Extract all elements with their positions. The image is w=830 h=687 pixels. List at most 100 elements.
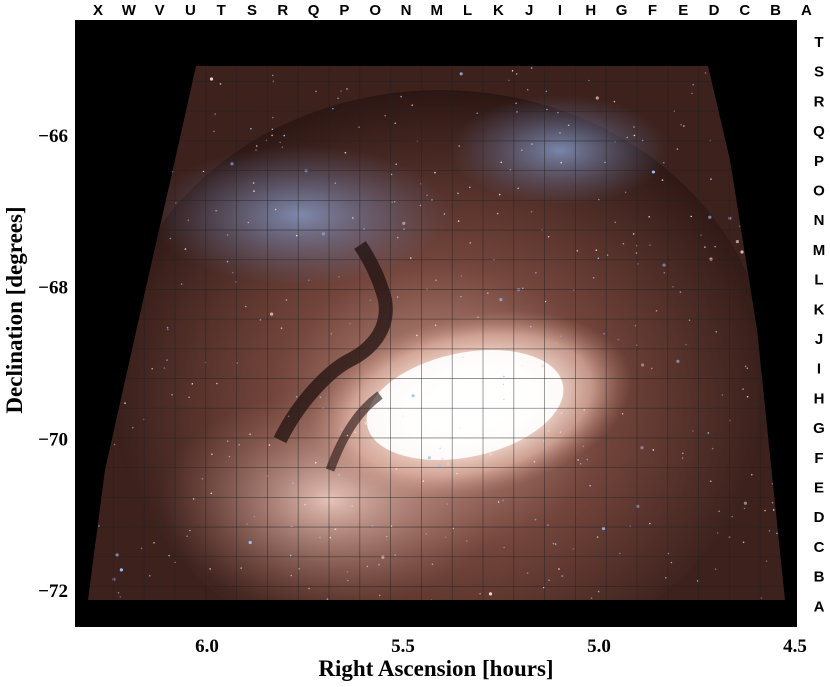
star xyxy=(557,111,559,114)
star xyxy=(113,443,116,446)
star xyxy=(502,383,505,386)
star xyxy=(676,359,680,363)
star xyxy=(458,145,460,147)
star xyxy=(477,316,479,319)
star xyxy=(558,568,560,570)
star xyxy=(393,200,396,203)
star xyxy=(515,73,518,75)
column-letter: H xyxy=(585,2,596,19)
star xyxy=(214,113,216,115)
star xyxy=(447,463,449,465)
star xyxy=(446,503,449,505)
star xyxy=(308,587,310,590)
star xyxy=(426,194,428,196)
dark-dust-lane xyxy=(273,241,393,444)
star xyxy=(319,396,322,399)
star xyxy=(710,178,712,180)
star xyxy=(247,221,250,224)
star xyxy=(742,541,745,544)
star xyxy=(151,367,153,370)
row-letter: L xyxy=(814,272,823,289)
star xyxy=(349,322,351,325)
star xyxy=(411,394,415,398)
star xyxy=(498,193,501,196)
star xyxy=(487,292,489,295)
star xyxy=(691,92,693,95)
star xyxy=(369,299,372,302)
star xyxy=(245,305,247,308)
star xyxy=(709,480,712,483)
star xyxy=(682,452,684,455)
star xyxy=(479,593,481,595)
star xyxy=(213,130,215,133)
star xyxy=(403,228,405,230)
star xyxy=(704,72,707,74)
star xyxy=(163,367,166,369)
y-axis-title: Declination [degrees] xyxy=(2,206,27,413)
star xyxy=(346,434,349,437)
star xyxy=(230,162,234,166)
star xyxy=(595,249,598,251)
star xyxy=(541,364,545,368)
star xyxy=(168,554,170,557)
star xyxy=(711,447,714,450)
star xyxy=(632,233,635,235)
star xyxy=(344,151,347,154)
star xyxy=(380,450,383,452)
star xyxy=(542,440,545,442)
star xyxy=(651,367,653,370)
star xyxy=(219,83,222,85)
star xyxy=(321,232,326,236)
star xyxy=(366,565,369,568)
star xyxy=(334,182,337,184)
star xyxy=(459,72,463,76)
column-letter: J xyxy=(525,2,533,19)
star xyxy=(545,90,548,93)
star xyxy=(281,146,284,148)
star xyxy=(743,501,748,505)
star xyxy=(422,480,425,482)
star xyxy=(319,536,321,539)
row-letter: D xyxy=(814,509,825,526)
star xyxy=(215,209,217,212)
column-letter: R xyxy=(277,2,288,19)
star xyxy=(329,536,332,539)
star xyxy=(597,257,600,260)
star xyxy=(718,510,720,513)
star xyxy=(469,242,472,244)
star xyxy=(354,431,357,434)
x-axis-ticks: 6.0 5.5 5.0 4.5 xyxy=(195,619,807,657)
star xyxy=(622,242,625,245)
star xyxy=(272,116,274,119)
star xyxy=(431,563,434,565)
column-letter: I xyxy=(558,2,562,19)
star xyxy=(371,387,374,390)
star xyxy=(140,547,143,550)
star xyxy=(347,579,349,582)
star xyxy=(252,182,255,184)
star xyxy=(735,240,740,244)
star xyxy=(663,161,665,164)
star xyxy=(614,141,616,143)
column-letter: W xyxy=(122,2,137,19)
star xyxy=(441,457,444,460)
star xyxy=(117,592,120,594)
star xyxy=(746,395,749,398)
column-letter: O xyxy=(369,2,381,19)
star xyxy=(149,575,151,577)
column-letter: F xyxy=(648,2,657,19)
star xyxy=(427,456,431,460)
star xyxy=(521,364,524,367)
star xyxy=(307,279,310,282)
star xyxy=(776,532,778,535)
y-tick-label: −68 xyxy=(38,278,68,299)
star xyxy=(296,234,298,237)
star xyxy=(530,210,533,213)
star xyxy=(533,460,536,463)
star xyxy=(680,123,682,126)
row-letter: E xyxy=(814,480,824,497)
star xyxy=(460,295,462,298)
star xyxy=(714,245,716,248)
